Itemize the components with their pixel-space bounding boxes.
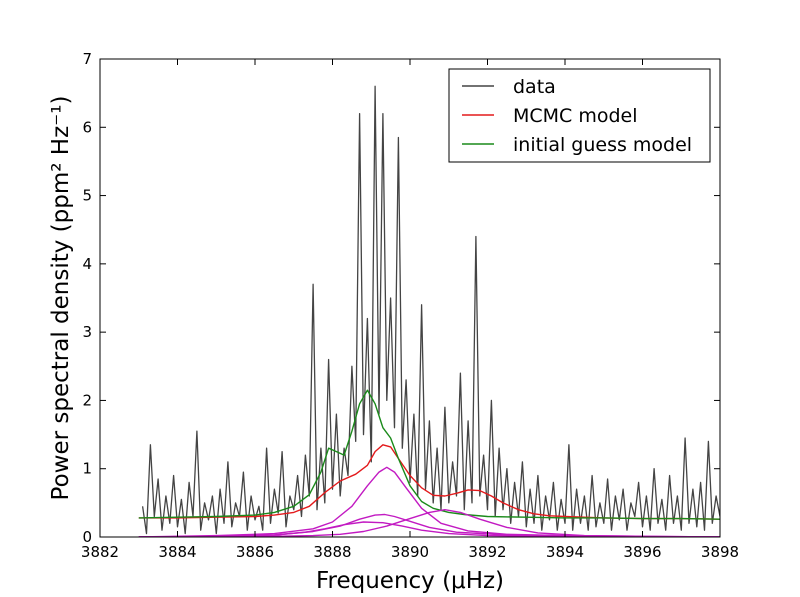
y-tick-label: 2: [82, 391, 92, 409]
legend-label: initial guess model: [513, 134, 692, 156]
series-line-initial-guess-model: [138, 389, 720, 520]
series-line-mcmc-model: [138, 444, 720, 520]
y-tick-label: 3: [82, 323, 92, 341]
series-line-data: [141, 85, 720, 535]
y-tick-label: 0: [82, 528, 92, 546]
x-tick-label: 3898: [701, 543, 739, 561]
legend-label: data: [513, 76, 556, 98]
x-tick-label: 3884: [158, 543, 196, 561]
y-axis-label: Power spectral density (ppm² Hz⁻¹): [48, 96, 74, 501]
x-tick-label: 3886: [236, 543, 274, 561]
x-tick-label: 3896: [623, 543, 661, 561]
y-tick-label: 5: [82, 187, 92, 205]
x-tick-label: 3894: [546, 543, 584, 561]
x-tick-label: 3890: [391, 543, 429, 561]
x-tick-label: 3892: [468, 543, 506, 561]
x-axis-label: Frequency (μHz): [316, 568, 504, 594]
x-tick-label: 3888: [313, 543, 351, 561]
axes: 3882 3884 3886 3888 3890 3892 3894 3896 3898 0 1 2 3…: [81, 50, 739, 561]
y-tick-label: 1: [82, 460, 92, 478]
y-tick-label: 7: [82, 50, 92, 68]
series-line-component-3: [138, 509, 720, 537]
y-tick-label: 6: [82, 118, 92, 136]
legend-label: MCMC model: [513, 105, 638, 127]
plot-area: [138, 85, 720, 537]
legend: data MCMC model initial guess model: [448, 68, 711, 163]
x-tick-label: 3882: [81, 543, 119, 561]
y-tick-label: 4: [82, 255, 92, 273]
series-line-component-4: [138, 521, 720, 537]
